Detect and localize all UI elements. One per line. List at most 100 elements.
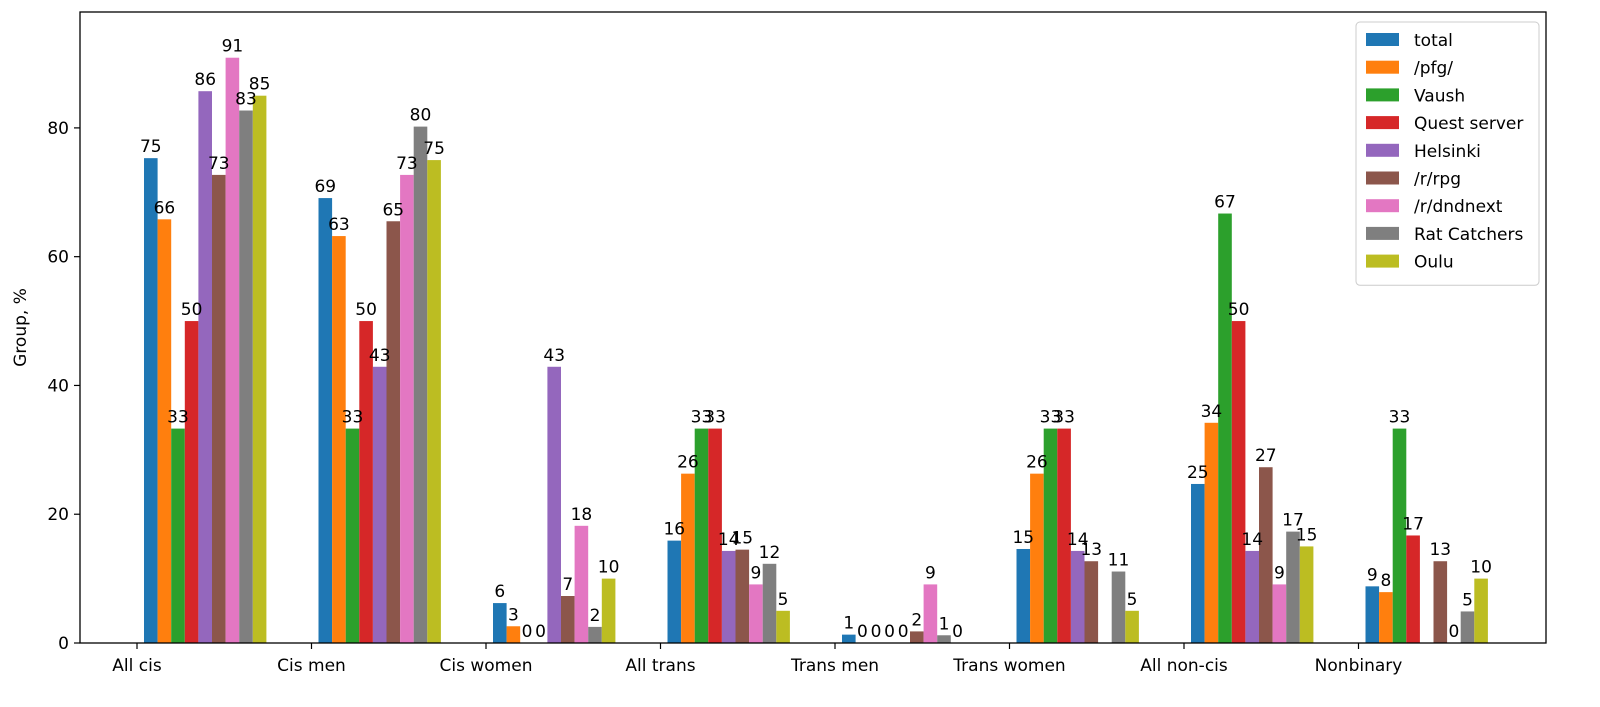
value-label-oulu-cis-men: 75	[423, 139, 445, 159]
value-label-vaush-all-non-cis: 67	[1214, 193, 1236, 213]
value-label-rat-catchers-all-cis: 83	[235, 90, 257, 110]
bar-rat-catchers-trans-men	[937, 635, 951, 643]
legend-label-rat-catchers: Rat Catchers	[1414, 225, 1523, 245]
bar-vaush-nonbinary	[1392, 428, 1407, 643]
y-tick-label: 60	[47, 248, 69, 268]
value-label-pfg-trans-men: 0	[857, 622, 868, 642]
bar-pfg-all-trans	[681, 473, 695, 643]
bar-pfg-all-cis	[157, 219, 172, 643]
y-tick-label: 40	[47, 376, 69, 396]
value-label-rat-catchers-nonbinary: 5	[1462, 590, 1473, 610]
bar-r-rpg-cis-women	[561, 596, 575, 643]
bar-oulu-all-trans	[776, 610, 790, 643]
legend: total/pfg/Vaush Quest server Helsinki/r/rp…	[1355, 21, 1540, 286]
bar-r-rpg-trans-men	[910, 631, 924, 643]
value-label-r-dndnext-all-trans: 9	[750, 563, 761, 583]
bars-layer	[144, 57, 1488, 644]
plot-frame	[79, 11, 1547, 644]
value-label-rat-catchers-cis-women: 2	[590, 606, 601, 626]
bar-r-rpg-all-non-cis	[1259, 467, 1273, 643]
bar-rat-catchers-all-cis	[239, 110, 253, 643]
bar-rat-catchers-cis-women	[588, 626, 602, 643]
bar-rat-catchers-trans-women	[1111, 571, 1126, 643]
value-label-oulu-all-trans: 5	[778, 590, 789, 610]
legend-swatch-r-dndnext	[1366, 199, 1399, 213]
x-tick-label-cis-men: Cis men	[277, 656, 346, 676]
value-label-r-dndnext-nonbinary: 0	[1448, 622, 1459, 642]
value-label-total-all-cis: 75	[140, 137, 162, 157]
value-label-oulu-all-cis: 85	[249, 75, 271, 95]
y-tick-label: 80	[47, 119, 69, 139]
bar-vaush-all-non-cis	[1218, 213, 1232, 643]
bar-r-rpg-nonbinary	[1433, 561, 1448, 643]
bar-helsinki-cis-men	[372, 366, 387, 643]
bar-total-trans-men	[842, 634, 856, 643]
value-label-helsinki-trans-women: 14	[1067, 530, 1089, 550]
value-label-pfg-all-trans: 26	[677, 453, 699, 473]
legend-swatch-helsinki	[1366, 143, 1399, 157]
value-label-r-rpg-all-trans: 15	[731, 529, 753, 549]
bar-r-rpg-all-cis	[212, 174, 226, 643]
value-label-vaush-trans-women: 33	[1040, 408, 1062, 428]
bar-rat-catchers-cis-men	[413, 126, 428, 644]
value-label-total-nonbinary: 9	[1367, 565, 1378, 585]
y-tick-label: 20	[47, 505, 69, 525]
bar-quest-server-all-non-cis	[1231, 321, 1246, 643]
bar-pfg-nonbinary	[1379, 592, 1393, 643]
bar-vaush-all-trans	[694, 428, 709, 643]
value-label-r-dndnext-all-cis: 91	[222, 37, 244, 57]
bar-total-cis-men	[318, 198, 333, 643]
x-tick-label-trans-men: Trans men	[790, 656, 879, 676]
bar-quest-server-trans-women	[1057, 428, 1071, 643]
bar-r-dndnext-all-trans	[749, 584, 763, 643]
value-label-oulu-all-non-cis: 15	[1296, 525, 1318, 545]
legend-swatch-pfg	[1366, 60, 1399, 74]
bar-r-rpg-trans-women	[1084, 561, 1099, 643]
bar-total-cis-women	[493, 603, 507, 643]
y-axis-label: Group, %	[11, 288, 31, 367]
bar-helsinki-all-trans	[721, 550, 736, 643]
bar-oulu-cis-men	[427, 160, 441, 643]
legend-label-oulu: Oulu	[1414, 253, 1454, 273]
value-label-quest-server-trans-men: 0	[884, 622, 895, 642]
value-label-total-trans-women: 15	[1012, 528, 1034, 548]
bar-r-dndnext-trans-men	[923, 584, 938, 643]
bar-quest-server-all-trans	[708, 428, 722, 643]
value-label-r-rpg-cis-men: 65	[382, 200, 404, 220]
bar-helsinki-trans-women	[1070, 550, 1085, 643]
value-label-quest-server-all-trans: 33	[704, 408, 726, 428]
legend-label-total: total	[1414, 31, 1453, 51]
value-label-r-rpg-nonbinary: 13	[1429, 540, 1451, 560]
legend-label-helsinki: Helsinki	[1414, 142, 1481, 162]
bar-quest-server-cis-men	[359, 321, 373, 643]
bar-rat-catchers-all-trans	[762, 563, 777, 643]
value-label-oulu-trans-women: 5	[1127, 590, 1138, 610]
bar-vaush-all-cis	[171, 428, 185, 643]
bar-oulu-trans-women	[1125, 610, 1139, 643]
bar-quest-server-nonbinary	[1406, 535, 1420, 643]
value-label-vaush-cis-women: 0	[522, 622, 533, 642]
value-label-vaush-trans-men: 0	[871, 622, 882, 642]
value-label-helsinki-all-trans: 14	[718, 530, 740, 550]
legend-swatch-oulu	[1366, 254, 1399, 268]
value-label-quest-server-trans-women: 33	[1053, 408, 1075, 428]
value-label-total-all-non-cis: 25	[1187, 463, 1209, 483]
value-label-quest-server-all-cis: 50	[181, 300, 203, 320]
value-label-rat-catchers-trans-women: 11	[1108, 551, 1130, 571]
value-label-quest-server-cis-men: 50	[355, 300, 377, 320]
value-label-r-dndnext-cis-men: 73	[396, 154, 418, 174]
bar-oulu-cis-women	[601, 578, 616, 643]
value-label-oulu-trans-men: 0	[952, 622, 963, 642]
value-label-r-rpg-cis-women: 7	[562, 575, 573, 595]
legend-swatch-r-rpg	[1366, 171, 1399, 185]
bar-r-dndnext-cis-men	[400, 174, 414, 643]
legend-swatch-rat-catchers	[1366, 226, 1399, 240]
value-label-rat-catchers-cis-men: 80	[410, 106, 432, 126]
bar-rat-catchers-all-non-cis	[1286, 531, 1300, 643]
value-label-pfg-cis-men: 63	[328, 215, 350, 235]
value-label-total-all-trans: 16	[663, 520, 685, 540]
value-label-rat-catchers-all-non-cis: 17	[1282, 511, 1304, 531]
x-tick-label-all-non-cis: All non-cis	[1140, 656, 1228, 676]
